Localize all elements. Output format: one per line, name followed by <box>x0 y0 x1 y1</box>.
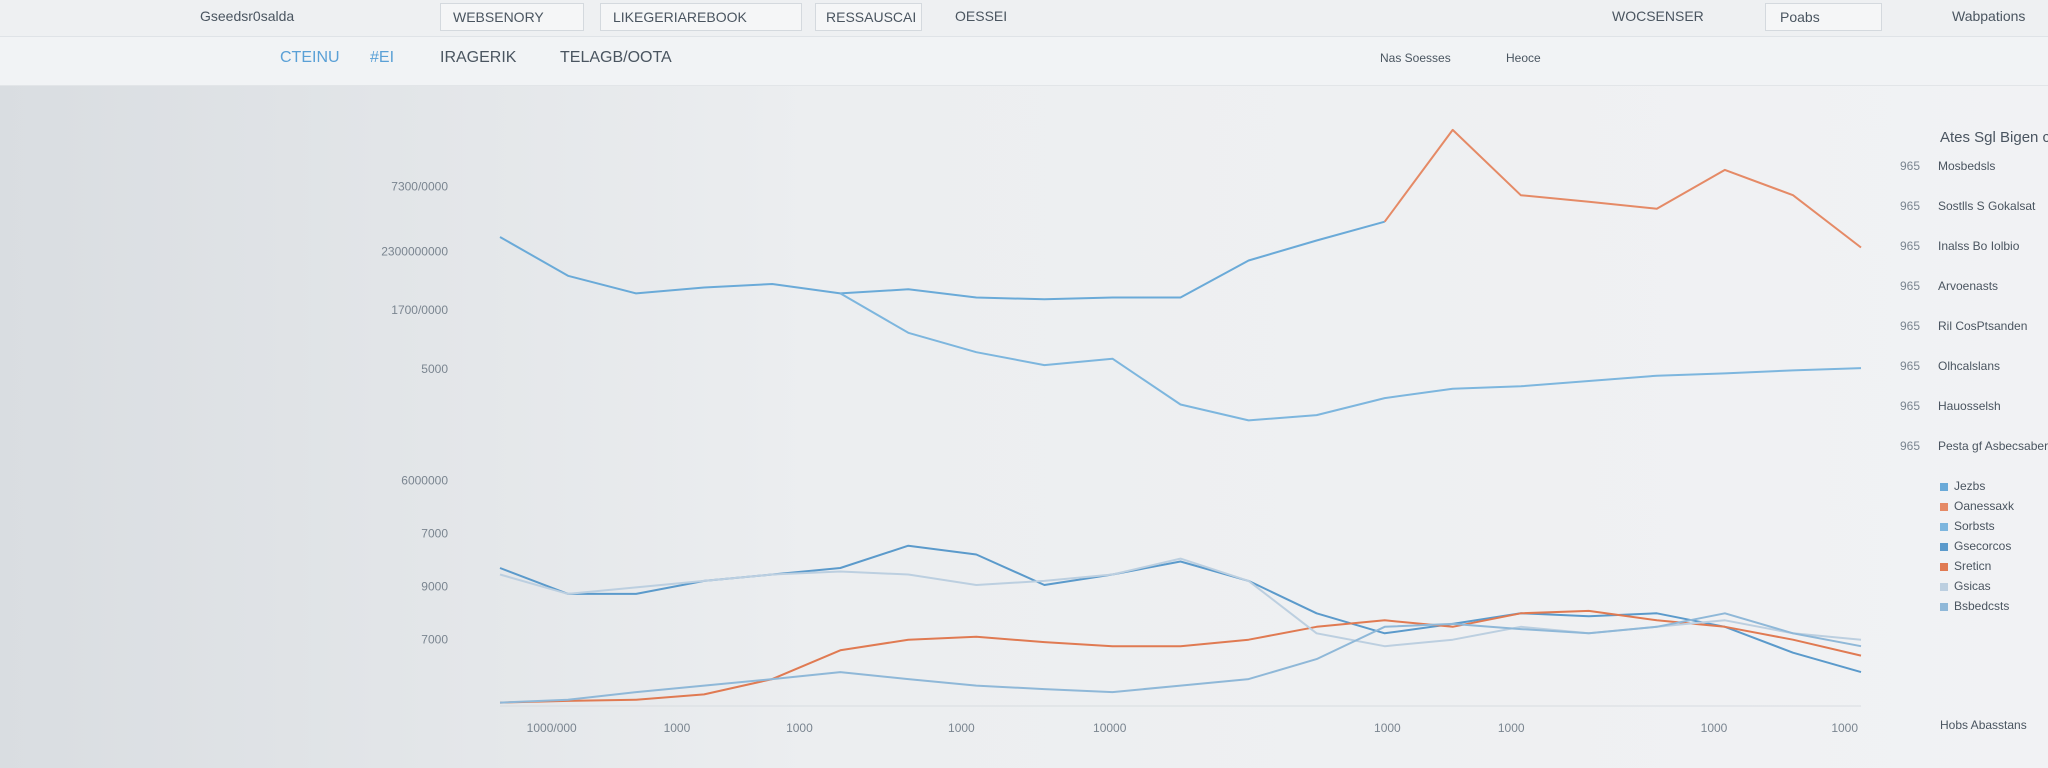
x-tick-label: 1000 <box>1701 721 1728 735</box>
legend-label: Gsecorcos <box>1954 539 2011 553</box>
panel-label: Pesta gf Asbecsaber <box>1938 439 2048 453</box>
panel-code: 965 <box>1900 199 1920 213</box>
legend-label: Oanessaxk <box>1954 499 2015 513</box>
link[interactable]: OESSEI <box>955 8 1008 24</box>
panel-footer: Hobs Abasstans <box>1940 718 2027 732</box>
field[interactable]: LIKEGERIAREBOOK <box>600 3 802 31</box>
x-tick-label: 10000 <box>1093 721 1127 735</box>
tabs: CTEINU #EI IRAGERIK TELAGB/OOTA Nas Soes… <box>0 37 2048 86</box>
y-tick-label: 2300000000 <box>381 244 448 258</box>
series-line <box>499 612 1862 704</box>
legend-swatch <box>1940 603 1948 611</box>
legend-swatch <box>1940 503 1948 511</box>
series-line <box>1383 128 1862 249</box>
x-tick-label: 1000 <box>948 721 975 735</box>
legend-swatch <box>1940 483 1948 491</box>
panel-code: 965 <box>1900 279 1920 293</box>
panel-label: Hauosselsh <box>1938 399 2001 413</box>
y-tick-label: 1700/0000 <box>391 303 448 317</box>
y-tick-label: 6000000 <box>401 474 448 488</box>
legend-swatch <box>1940 523 1948 531</box>
panel-code: 965 <box>1900 439 1920 453</box>
series-line <box>499 557 1862 648</box>
y-tick-label: 7000 <box>421 632 448 646</box>
legend-swatch <box>1940 583 1948 591</box>
link[interactable]: WOCSENSER <box>1612 8 1704 24</box>
x-tick-label: 1000 <box>1831 721 1858 735</box>
series-line <box>499 609 1862 704</box>
panel-label: Ril CosPtsanden <box>1938 319 2027 333</box>
field[interactable]: WEBSENORY <box>440 3 584 31</box>
legend-swatch <box>1940 563 1948 571</box>
tab[interactable]: CTEINU <box>280 49 340 66</box>
app-name: Gseedsr0salda <box>200 8 295 24</box>
panel-label: Sostlls S Gokalsat <box>1938 199 2036 213</box>
button-text: Poabs <box>1780 9 1820 25</box>
x-tick-label: 1000 <box>1374 721 1401 735</box>
x-tick-label: 1000 <box>1498 721 1525 735</box>
link[interactable]: Heoce <box>1506 51 1541 65</box>
link[interactable]: Nas Soesses <box>1380 51 1451 65</box>
legend-swatch <box>1940 543 1948 551</box>
button-text: RESSAUSCAI <box>826 9 917 25</box>
panel-label: Mosbedsls <box>1938 159 1995 173</box>
panel-label: Arvoenasts <box>1938 279 1998 293</box>
series-line <box>839 292 1862 422</box>
button[interactable]: Poabs <box>1765 3 1882 31</box>
field-text: LIKEGERIAREBOOK <box>613 9 747 25</box>
link[interactable]: Wabpations <box>1952 8 2026 24</box>
tab[interactable]: #EI <box>370 49 395 66</box>
series-line <box>499 544 1862 674</box>
panel-code: 965 <box>1900 399 1920 413</box>
panel-code: 965 <box>1900 159 1920 173</box>
legend-label: Jezbs <box>1954 479 1985 493</box>
tab[interactable]: TELAGB/OOTA <box>560 49 672 66</box>
legend-label: Sorbsts <box>1954 519 1995 533</box>
tab[interactable]: IRAGERIK <box>440 49 517 66</box>
panel-code: 965 <box>1900 319 1920 333</box>
y-tick-label: 7300/0000 <box>391 180 448 194</box>
toolbar: Gseedsr0salda WEBSENORY LIKEGERIAREBOOK … <box>0 0 2048 37</box>
y-tick-label: 5000 <box>421 362 448 376</box>
legend-label: Sreticn <box>1954 559 1991 573</box>
legend-label: Bsbedcsts <box>1954 599 2009 613</box>
x-tick-label: 1000/000 <box>527 721 577 735</box>
panel-title: Ates Sgl Bigen c <box>1940 129 2048 146</box>
y-tick-label: 7000 <box>421 527 448 541</box>
y-tick-label: 9000 <box>421 580 448 594</box>
x-tick-label: 1000 <box>664 721 691 735</box>
series-line <box>499 220 1385 301</box>
panel-label: Inalss Bo Iolbio <box>1938 239 2020 253</box>
panel-code: 965 <box>1900 359 1920 373</box>
x-tick-label: 1000 <box>786 721 813 735</box>
panel-code: 965 <box>1900 239 1920 253</box>
panel-label: Olhcalslans <box>1938 359 2000 373</box>
button[interactable]: RESSAUSCAI <box>815 3 922 31</box>
legend-label: Gsicas <box>1954 579 1991 593</box>
field-text: WEBSENORY <box>453 9 544 25</box>
